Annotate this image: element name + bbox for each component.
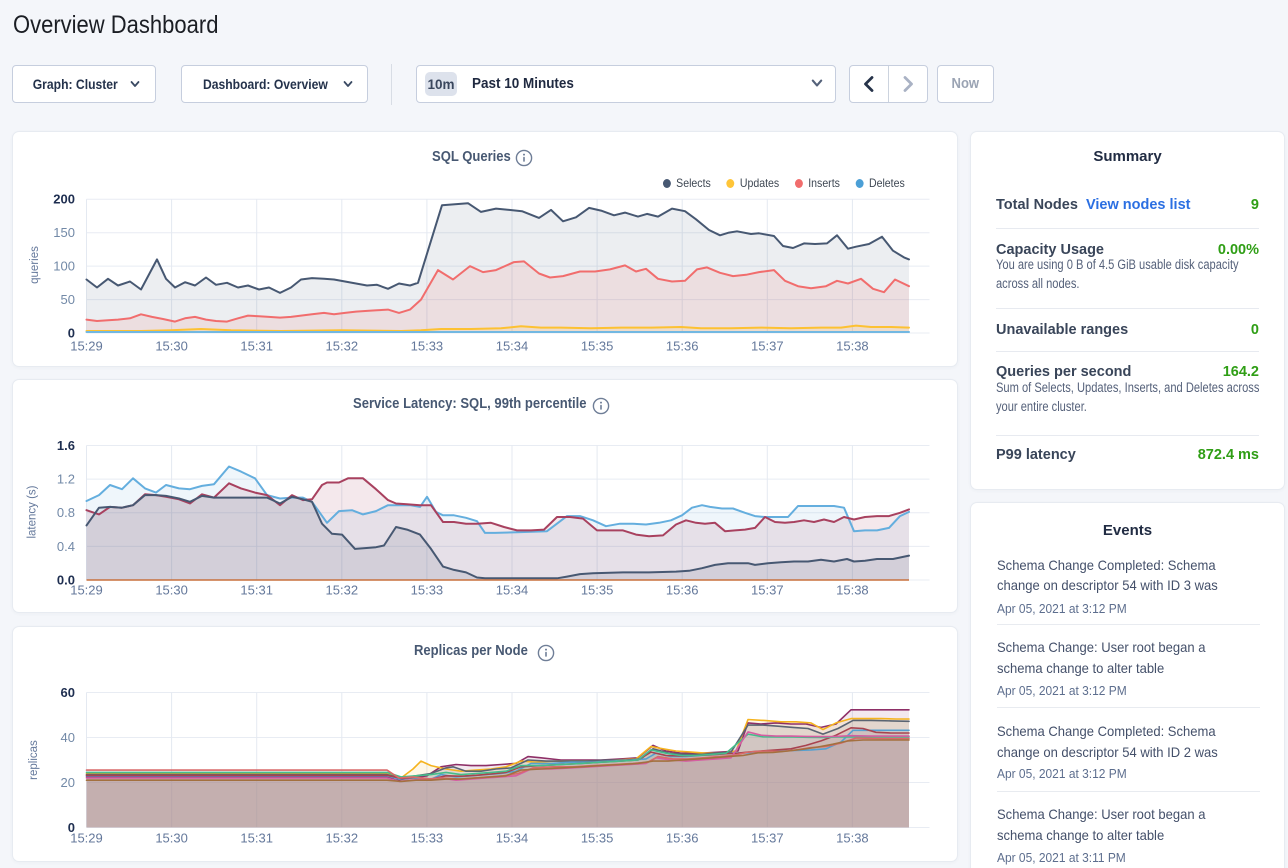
svg-text:1.2: 1.2 (57, 471, 75, 486)
svg-text:0.4: 0.4 (57, 538, 75, 553)
svg-text:15:33: 15:33 (411, 582, 444, 597)
svg-text:15:37: 15:37 (751, 830, 784, 845)
svg-text:15:37: 15:37 (751, 582, 784, 597)
svg-text:15:36: 15:36 (666, 339, 699, 354)
svg-text:15:33: 15:33 (411, 830, 444, 845)
svg-text:15:34: 15:34 (496, 830, 529, 845)
svg-text:60: 60 (61, 685, 75, 700)
svg-text:200: 200 (53, 192, 75, 207)
svg-text:15:30: 15:30 (155, 830, 188, 845)
svg-text:15:32: 15:32 (326, 830, 359, 845)
svg-text:40: 40 (61, 730, 75, 745)
svg-text:50: 50 (61, 292, 75, 307)
svg-text:0: 0 (68, 326, 75, 341)
svg-text:15:37: 15:37 (751, 339, 784, 354)
svg-text:15:34: 15:34 (496, 582, 529, 597)
svg-text:15:38: 15:38 (836, 830, 869, 845)
svg-text:0: 0 (68, 820, 75, 835)
svg-text:15:35: 15:35 (581, 339, 614, 354)
svg-text:15:30: 15:30 (155, 339, 188, 354)
svg-text:15:30: 15:30 (155, 582, 188, 597)
svg-text:0.0: 0.0 (57, 572, 75, 587)
svg-text:15:38: 15:38 (836, 582, 869, 597)
svg-text:15:31: 15:31 (240, 582, 273, 597)
svg-text:15:36: 15:36 (666, 830, 699, 845)
svg-text:15:32: 15:32 (326, 339, 359, 354)
svg-text:150: 150 (53, 225, 75, 240)
svg-text:15:36: 15:36 (666, 582, 699, 597)
svg-text:15:31: 15:31 (240, 830, 273, 845)
svg-text:20: 20 (61, 775, 75, 790)
svg-text:15:38: 15:38 (836, 339, 869, 354)
svg-text:15:31: 15:31 (240, 339, 273, 354)
svg-text:15:32: 15:32 (326, 582, 359, 597)
svg-text:1.6: 1.6 (57, 438, 75, 453)
svg-text:15:35: 15:35 (581, 830, 614, 845)
svg-text:15:33: 15:33 (411, 339, 444, 354)
svg-text:15:34: 15:34 (496, 339, 529, 354)
svg-text:100: 100 (53, 259, 75, 274)
svg-text:15:29: 15:29 (70, 339, 103, 354)
svg-text:15:29: 15:29 (70, 582, 103, 597)
svg-text:15:29: 15:29 (70, 830, 103, 845)
svg-text:0.8: 0.8 (57, 505, 75, 520)
svg-text:15:35: 15:35 (581, 582, 614, 597)
